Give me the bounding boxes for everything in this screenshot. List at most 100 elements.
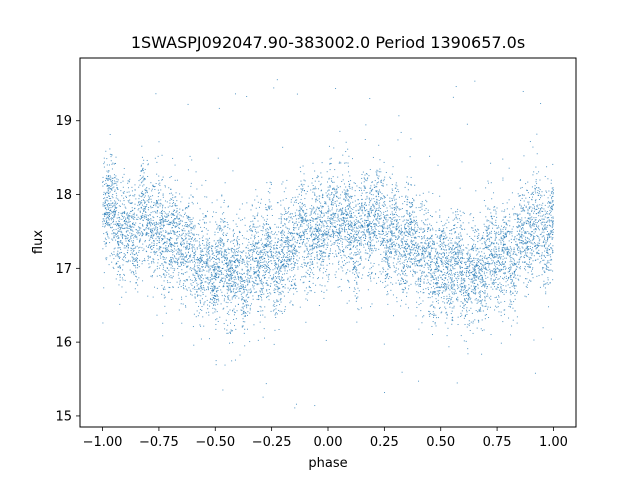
- data-point: [291, 244, 293, 246]
- data-point: [142, 168, 144, 170]
- data-point: [251, 255, 253, 257]
- data-point: [384, 278, 386, 280]
- data-point: [247, 244, 249, 246]
- data-point: [502, 292, 504, 293]
- data-point: [418, 260, 420, 262]
- data-point: [122, 176, 124, 178]
- data-point: [189, 289, 191, 291]
- data-point: [121, 236, 123, 238]
- data-point: [228, 259, 230, 261]
- data-point: [353, 245, 354, 247]
- data-point: [305, 221, 307, 223]
- data-point: [285, 237, 287, 239]
- data-point: [182, 216, 184, 218]
- data-point: [128, 220, 130, 222]
- data-point: [519, 242, 521, 244]
- data-point: [200, 280, 202, 282]
- data-point: [166, 280, 168, 282]
- data-point: [510, 275, 512, 277]
- data-point: [185, 279, 187, 281]
- data-point: [337, 215, 339, 217]
- data-point: [337, 213, 339, 215]
- data-point: [288, 260, 290, 262]
- data-point: [410, 235, 412, 237]
- data-point: [141, 190, 143, 192]
- data-point: [302, 235, 304, 237]
- data-point: [326, 232, 328, 234]
- data-point: [437, 252, 439, 254]
- data-point: [289, 249, 291, 251]
- data-point: [148, 207, 150, 209]
- data-point: [545, 264, 547, 266]
- data-point: [292, 253, 294, 255]
- data-point: [179, 223, 181, 225]
- data-point: [213, 285, 215, 287]
- data-point: [119, 279, 121, 281]
- data-point: [460, 228, 462, 230]
- data-point: [501, 248, 503, 250]
- data-point: [272, 251, 274, 253]
- data-point: [153, 233, 155, 235]
- data-point: [431, 247, 433, 249]
- data-point: [200, 338, 202, 340]
- data-point: [352, 261, 354, 263]
- data-point: [296, 255, 298, 257]
- data-point: [446, 263, 448, 265]
- data-point: [500, 268, 502, 270]
- data-point: [327, 212, 329, 214]
- data-point: [543, 240, 545, 242]
- data-point: [388, 263, 390, 265]
- data-point: [471, 291, 473, 293]
- data-point: [436, 286, 438, 288]
- data-point: [213, 290, 215, 292]
- data-point: [546, 249, 548, 251]
- data-point: [210, 287, 212, 289]
- data-point: [468, 294, 470, 296]
- data-point: [104, 225, 106, 227]
- data-point: [304, 264, 306, 266]
- data-point: [288, 237, 290, 239]
- data-point: [248, 261, 250, 263]
- data-point: [331, 198, 333, 200]
- data-point: [474, 265, 476, 267]
- data-point: [539, 204, 541, 206]
- data-point: [234, 249, 236, 251]
- data-point: [551, 208, 553, 210]
- data-point: [418, 254, 420, 256]
- data-point: [525, 240, 527, 242]
- data-point: [400, 227, 402, 229]
- data-point: [298, 227, 300, 229]
- data-point: [486, 246, 488, 248]
- data-point: [230, 271, 232, 273]
- data-point: [412, 229, 414, 231]
- data-point: [399, 283, 401, 285]
- data-point: [333, 237, 335, 239]
- data-point: [166, 201, 168, 203]
- data-point: [423, 228, 425, 230]
- data-point: [527, 246, 529, 247]
- data-point: [520, 236, 522, 238]
- data-point: [381, 260, 383, 262]
- data-point: [255, 280, 257, 282]
- data-point: [147, 295, 149, 297]
- data-point: [211, 290, 213, 292]
- data-point: [312, 178, 314, 180]
- data-point: [269, 226, 271, 228]
- data-point: [341, 250, 343, 252]
- data-point: [286, 239, 288, 241]
- data-point: [533, 221, 535, 223]
- data-point: [391, 221, 393, 223]
- data-point: [143, 196, 145, 198]
- data-point: [112, 214, 114, 216]
- data-point: [378, 207, 380, 209]
- data-point: [146, 222, 148, 224]
- data-point: [421, 208, 423, 210]
- data-point: [525, 242, 527, 244]
- data-point: [280, 261, 282, 263]
- data-point: [388, 278, 390, 280]
- data-point: [543, 283, 545, 285]
- data-point: [265, 273, 267, 275]
- data-point: [102, 181, 104, 183]
- data-point: [410, 218, 412, 220]
- data-point: [189, 248, 191, 250]
